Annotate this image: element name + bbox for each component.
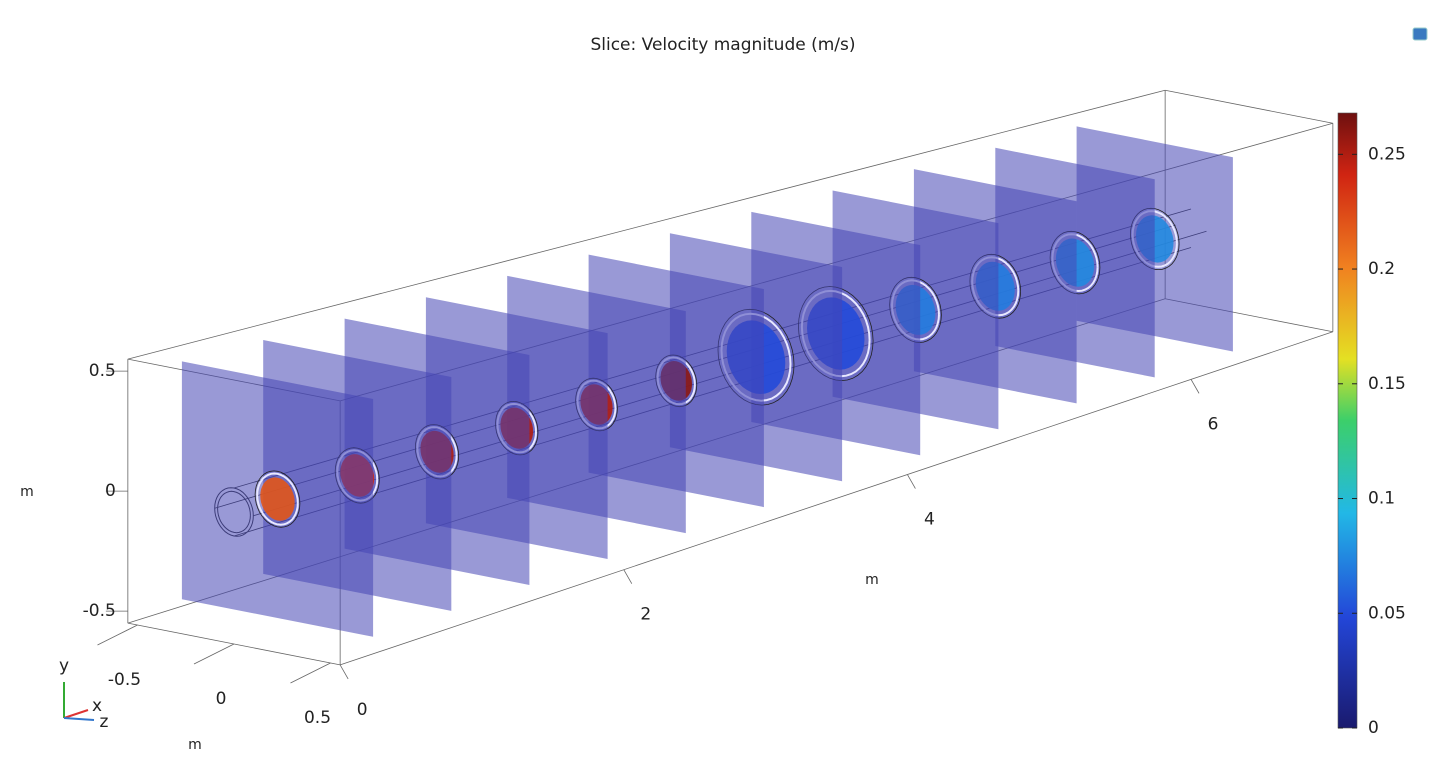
window-icon[interactable] bbox=[1412, 27, 1428, 41]
box-edge bbox=[1165, 89, 1333, 124]
triad-y-label: y bbox=[59, 656, 69, 676]
x-tick-label: 4 bbox=[924, 510, 935, 530]
z-tick bbox=[290, 662, 331, 684]
x-tick bbox=[339, 664, 349, 680]
z-axis-label: m bbox=[188, 737, 202, 753]
x-tick bbox=[907, 474, 916, 489]
box-edge bbox=[127, 89, 1166, 360]
x-tick-label: 6 bbox=[1208, 414, 1219, 434]
chart-title: Slice: Velocity magnitude (m/s) bbox=[590, 35, 855, 55]
colorbar-tick-label: 0.1 bbox=[1368, 489, 1395, 509]
colorbar-tick-label: 0 bbox=[1368, 718, 1379, 738]
x-axis-label: m bbox=[865, 572, 879, 588]
z-tick-label: -0.5 bbox=[108, 670, 141, 690]
triad-x-label: x bbox=[92, 696, 102, 716]
y-tick-label: 0 bbox=[105, 481, 116, 501]
z-tick-label: 0.5 bbox=[304, 708, 331, 728]
colorbar-tick-label: 0.25 bbox=[1368, 144, 1406, 164]
colorbar-tick-label: 0.15 bbox=[1368, 374, 1406, 394]
scene bbox=[127, 89, 1334, 666]
pipe-ring bbox=[254, 470, 301, 528]
triad-z bbox=[63, 717, 95, 721]
annotations: 0 2 4 6 -0.5 0 0.5 -0.5 0 0.5 m m m 0 0.05 0.1 0.15 0.2 0.… bbox=[20, 112, 1406, 753]
colorbar-tick-label: 0.2 bbox=[1368, 259, 1395, 279]
slice-disc bbox=[260, 477, 295, 521]
y-axis-label: m bbox=[20, 484, 34, 500]
triad-z-label: z bbox=[100, 712, 109, 732]
box-edge bbox=[340, 331, 1333, 666]
y-tick-label: 0.5 bbox=[89, 361, 116, 381]
pipe-ring bbox=[256, 472, 299, 526]
x-tick-label: 0 bbox=[357, 700, 368, 720]
colorbar bbox=[1337, 112, 1358, 729]
x-tick bbox=[1190, 379, 1200, 394]
triad-x bbox=[63, 709, 89, 719]
x-tick-label: 2 bbox=[640, 605, 651, 625]
colorbar-tick-label: 0.05 bbox=[1368, 603, 1406, 623]
z-tick bbox=[193, 643, 235, 665]
y-tick-label: -0.5 bbox=[83, 601, 116, 621]
z-tick-label: 0 bbox=[216, 689, 227, 709]
x-tick bbox=[623, 569, 633, 584]
z-tick bbox=[97, 624, 138, 646]
